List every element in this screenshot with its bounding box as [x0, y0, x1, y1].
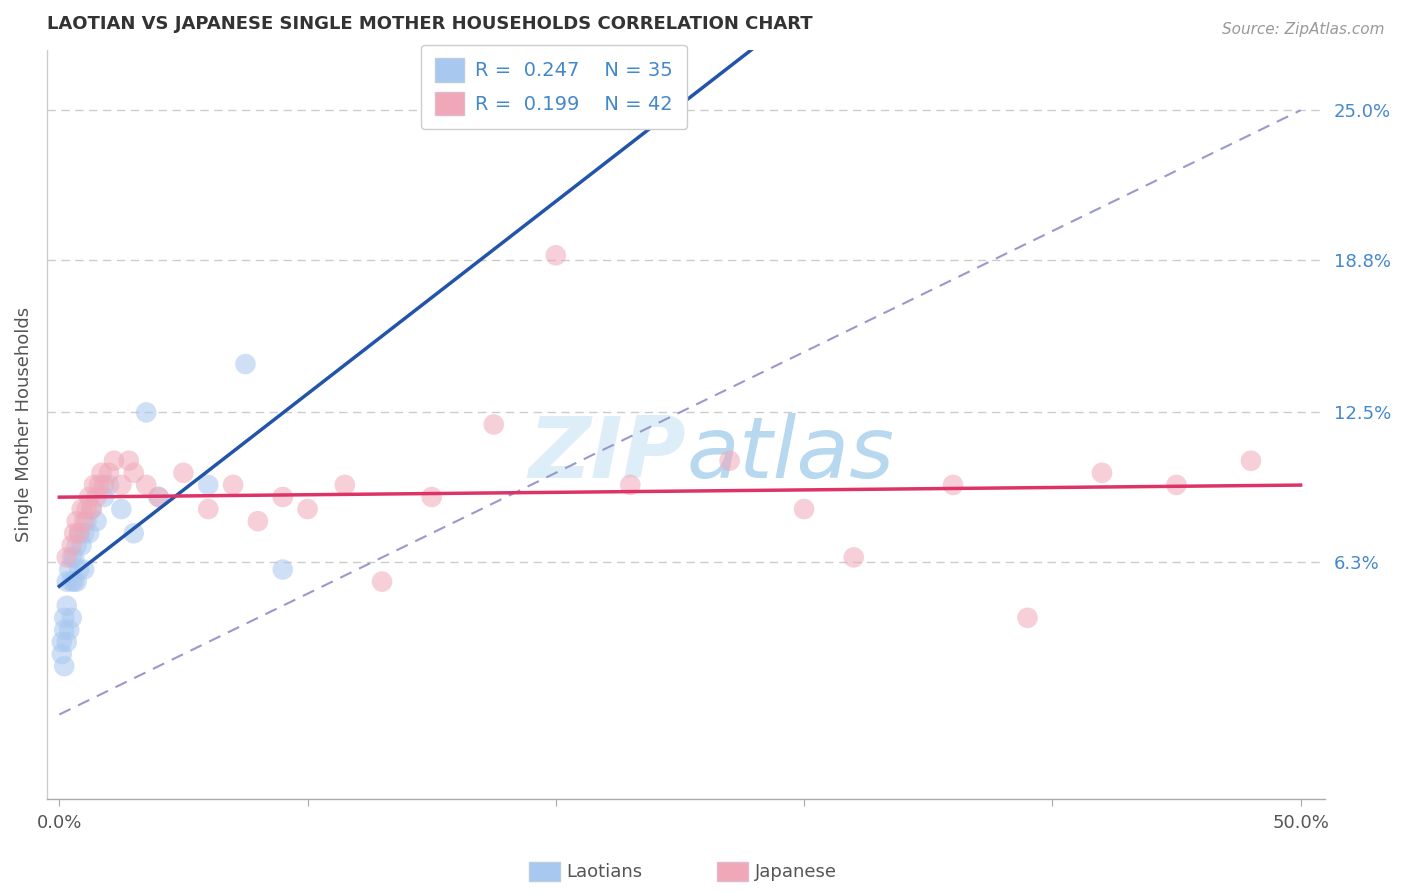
Point — [66, 514, 89, 528]
Point — [66, 574, 89, 589]
Point — [222, 478, 245, 492]
Point — [76, 502, 98, 516]
Point — [371, 574, 394, 589]
Point — [122, 526, 145, 541]
Point — [97, 466, 120, 480]
Point — [97, 478, 120, 492]
Point — [135, 405, 157, 419]
Point — [83, 478, 105, 492]
Point — [197, 502, 219, 516]
Point — [55, 635, 77, 649]
Point — [148, 490, 170, 504]
Point — [80, 502, 103, 516]
Point — [77, 526, 100, 541]
Point — [482, 417, 505, 432]
Point — [60, 550, 83, 565]
Point — [103, 454, 125, 468]
Point — [297, 502, 319, 516]
Point — [942, 478, 965, 492]
Text: atlas: atlas — [686, 413, 894, 496]
Text: Source: ZipAtlas.com: Source: ZipAtlas.com — [1222, 22, 1385, 37]
Text: Japanese: Japanese — [755, 863, 837, 881]
Point — [110, 502, 132, 516]
Point — [70, 502, 93, 516]
Point — [66, 538, 89, 552]
Point — [544, 248, 567, 262]
Point — [76, 514, 98, 528]
Point — [86, 514, 108, 528]
Point — [619, 478, 641, 492]
Point — [246, 514, 269, 528]
Text: LAOTIAN VS JAPANESE SINGLE MOTHER HOUSEHOLDS CORRELATION CHART: LAOTIAN VS JAPANESE SINGLE MOTHER HOUSEH… — [46, 15, 813, 33]
Point — [70, 538, 93, 552]
Point — [63, 574, 86, 589]
Point — [271, 562, 294, 576]
Point — [73, 514, 96, 528]
Point — [73, 562, 96, 576]
Point — [1091, 466, 1114, 480]
Point — [1240, 454, 1263, 468]
Point — [235, 357, 257, 371]
Point — [55, 599, 77, 613]
Point — [60, 538, 83, 552]
Point — [842, 550, 865, 565]
Point — [51, 635, 73, 649]
Point — [110, 478, 132, 492]
Point — [148, 490, 170, 504]
Point — [1166, 478, 1188, 492]
Point — [118, 454, 141, 468]
Text: Laotians: Laotians — [567, 863, 643, 881]
Point — [122, 466, 145, 480]
Point — [135, 478, 157, 492]
Y-axis label: Single Mother Households: Single Mother Households — [15, 307, 32, 542]
Point — [53, 611, 76, 625]
Point — [53, 623, 76, 637]
Point — [80, 502, 103, 516]
Point — [793, 502, 815, 516]
Point — [67, 562, 90, 576]
Point — [271, 490, 294, 504]
Point — [63, 550, 86, 565]
Point — [58, 562, 80, 576]
Text: ZIP: ZIP — [529, 413, 686, 496]
Point — [420, 490, 443, 504]
Point — [58, 623, 80, 637]
Point — [718, 454, 741, 468]
Point — [86, 490, 108, 504]
Point — [53, 659, 76, 673]
Point — [55, 574, 77, 589]
Point — [67, 526, 90, 541]
Point — [90, 466, 112, 480]
Legend: R =  0.247    N = 35, R =  0.199    N = 42: R = 0.247 N = 35, R = 0.199 N = 42 — [420, 45, 686, 129]
Point — [60, 611, 83, 625]
Point — [51, 647, 73, 661]
Point — [60, 574, 83, 589]
Point — [1017, 611, 1039, 625]
Point — [55, 550, 77, 565]
Point — [87, 478, 110, 492]
Point — [197, 478, 219, 492]
Point — [73, 526, 96, 541]
Point — [63, 526, 86, 541]
Point — [77, 490, 100, 504]
Point — [172, 466, 194, 480]
Point — [67, 526, 90, 541]
Point — [93, 478, 115, 492]
Point — [93, 490, 115, 504]
Point — [333, 478, 356, 492]
